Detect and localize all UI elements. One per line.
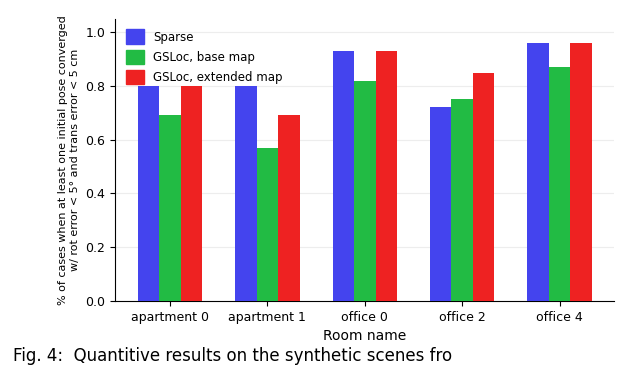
X-axis label: Room name: Room name	[323, 329, 406, 343]
Bar	[473, 73, 494, 301]
Text: Fig. 4:  Quantitive results on the synthetic scenes fro: Fig. 4: Quantitive results on the synthe…	[13, 347, 452, 365]
Bar	[430, 108, 451, 301]
Bar	[138, 86, 159, 301]
Bar	[527, 43, 549, 301]
Bar	[549, 67, 570, 301]
Bar	[570, 43, 592, 301]
Legend: Sparse, GSLoc, base map, GSLoc, extended map: Sparse, GSLoc, base map, GSLoc, extended…	[121, 25, 287, 89]
Bar	[159, 115, 180, 301]
Bar	[180, 86, 202, 301]
Bar	[354, 80, 376, 301]
Y-axis label: % of cases when at least one initial pose converged
w/ rot error < 5° and trans : % of cases when at least one initial pos…	[58, 15, 80, 305]
Bar	[451, 99, 473, 301]
Bar	[257, 148, 278, 301]
Bar	[278, 115, 300, 301]
Bar	[376, 51, 397, 301]
Bar	[333, 51, 354, 301]
Bar	[236, 86, 257, 301]
